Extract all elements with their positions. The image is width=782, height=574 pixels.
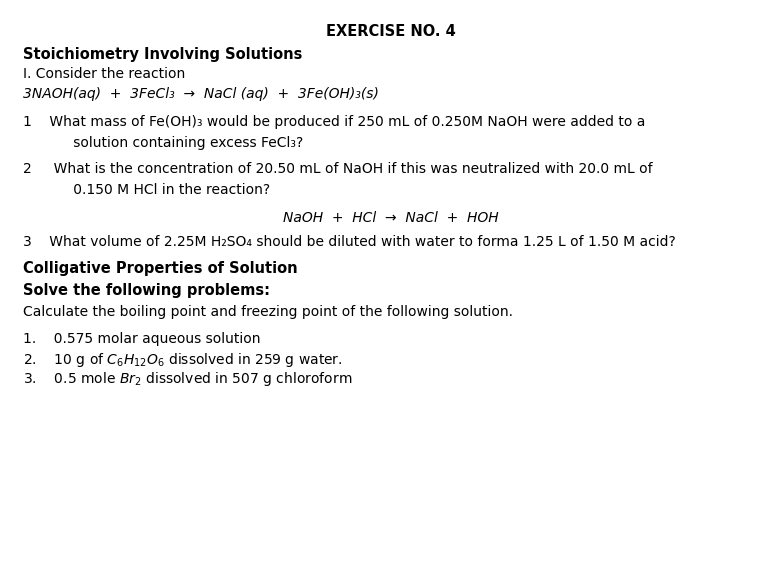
Text: Calculate the boiling point and freezing point of the following solution.: Calculate the boiling point and freezing… bbox=[23, 305, 514, 319]
Text: 0.150 M HCl in the reaction?: 0.150 M HCl in the reaction? bbox=[47, 183, 270, 197]
Text: 2     What is the concentration of 20.50 mL of NaOH if this was neutralized with: 2 What is the concentration of 20.50 mL … bbox=[23, 162, 653, 176]
Text: Stoichiometry Involving Solutions: Stoichiometry Involving Solutions bbox=[23, 47, 303, 62]
Text: Colligative Properties of Solution: Colligative Properties of Solution bbox=[23, 261, 298, 276]
Text: 3NAOH(aq)  +  3FeCl₃  →  NaCl (aq)  +  3Fe(OH)₃(s): 3NAOH(aq) + 3FeCl₃ → NaCl (aq) + 3Fe(OH)… bbox=[23, 87, 379, 101]
Text: I. Consider the reaction: I. Consider the reaction bbox=[23, 67, 185, 80]
Text: 1    What mass of Fe(OH)₃ would be produced if 250 mL of 0.250M NaOH were added : 1 What mass of Fe(OH)₃ would be produced… bbox=[23, 115, 646, 129]
Text: solution containing excess FeCl₃?: solution containing excess FeCl₃? bbox=[47, 136, 303, 150]
Text: EXERCISE NO. 4: EXERCISE NO. 4 bbox=[326, 24, 456, 39]
Text: NaOH  +  HCl  →  NaCl  +  HOH: NaOH + HCl → NaCl + HOH bbox=[283, 211, 499, 225]
Text: 1.    0.575 molar aqueous solution: 1. 0.575 molar aqueous solution bbox=[23, 332, 261, 346]
Text: 3    What volume of 2.25M H₂SO₄ should be diluted with water to forma 1.25 L of : 3 What volume of 2.25M H₂SO₄ should be d… bbox=[23, 235, 676, 249]
Text: 2.    10 g of $\mathit{C_6H_{12}O_6}$ dissolved in 259 g water.: 2. 10 g of $\mathit{C_6H_{12}O_6}$ disso… bbox=[23, 351, 343, 369]
Text: 3.    0.5 mole $\mathit{Br_2}$ dissolved in 507 g chloroform: 3. 0.5 mole $\mathit{Br_2}$ dissolved in… bbox=[23, 370, 353, 387]
Text: Solve the following problems:: Solve the following problems: bbox=[23, 283, 271, 298]
